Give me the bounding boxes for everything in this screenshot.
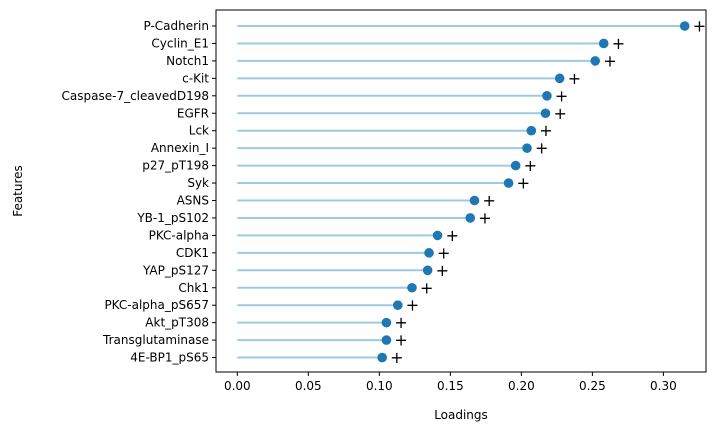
y-tick-label-13: CDK1 <box>176 246 209 260</box>
y-tick-label-15: Chk1 <box>178 281 209 295</box>
y-tick-label-9: Syk <box>187 176 209 190</box>
dot-3 <box>554 73 565 84</box>
plus-marker-16: + <box>406 296 419 315</box>
plus-marker-5: + <box>554 104 567 123</box>
y-tick-label-5: EGFR <box>177 106 209 120</box>
y-tick-label-0: P-Cadherin <box>143 19 209 33</box>
x-axis: 0.00 0.05 0.10 0.15 0.20 0.25 0.30 <box>224 372 677 393</box>
dot-12 <box>432 230 443 241</box>
stems-group <box>237 25 685 359</box>
plus-marker-15: + <box>420 278 433 297</box>
y-tick-label-12: PKC-alpha <box>149 228 209 242</box>
dot-7 <box>522 143 532 153</box>
dot-16 <box>392 300 403 311</box>
y-tick-label-8: p27_pT198 <box>142 159 209 173</box>
plus-marker-13: + <box>437 243 450 262</box>
plus-marker-2: + <box>603 51 616 70</box>
y-tick-label-10: ASNS <box>177 194 209 208</box>
dot-2 <box>590 56 601 66</box>
plus-marker-8: + <box>524 156 537 175</box>
plus-marker-19: + <box>390 348 403 367</box>
x-tick-label-6: 0.30 <box>650 379 677 393</box>
dot-5 <box>540 108 551 119</box>
x-tick-label-2: 0.10 <box>366 379 393 393</box>
y-tick-label-4: Caspase-7_cleavedD198 <box>62 89 209 103</box>
plus-marker-1: + <box>612 34 625 53</box>
plus-marker-17: + <box>394 313 407 332</box>
plus-marker-18: + <box>394 331 407 350</box>
dot-11 <box>465 213 476 223</box>
dot-0 <box>679 21 690 31</box>
y-tick-label-2: Notch1 <box>166 54 209 68</box>
x-axis-title: Loadings <box>434 408 488 422</box>
y-tick-label-19: 4E-BP1_pS65 <box>130 351 209 365</box>
x-tick-label-5: 0.25 <box>579 379 606 393</box>
y-tick-label-18: Transglutaminase <box>102 333 209 347</box>
dot-9 <box>503 178 514 188</box>
y-tick-label-17: Akt_pT308 <box>145 316 209 330</box>
y-tick-label-6: Lck <box>189 124 209 138</box>
plus-marker-6: + <box>539 121 552 140</box>
y-tick-label-11: YB-1_pS102 <box>136 211 209 225</box>
plus-marker-11: + <box>478 208 491 227</box>
dot-19 <box>377 352 387 363</box>
dot-1 <box>598 38 609 49</box>
dot-4 <box>542 91 552 101</box>
x-tick-label-4: 0.20 <box>508 379 535 393</box>
plot-frame <box>215 9 707 373</box>
y-tick-label-1: Cyclin_E1 <box>151 36 209 50</box>
x-tick-label-3: 0.15 <box>437 379 464 393</box>
plus-markers-group: ++++++++++++++++++++ <box>390 17 706 368</box>
dot-15 <box>407 282 417 293</box>
y-tick-label-14: YAP_pS127 <box>142 263 209 277</box>
dot-13 <box>424 248 434 258</box>
plus-marker-4: + <box>555 86 568 105</box>
dot-8 <box>510 160 521 171</box>
dot-18 <box>381 335 392 345</box>
dot-10 <box>469 195 480 206</box>
plus-marker-10: + <box>482 191 495 210</box>
dots-group <box>377 21 690 363</box>
plus-marker-7: + <box>535 139 548 158</box>
dot-17 <box>381 317 392 328</box>
y-tick-label-16: PKC-alpha_pS657 <box>104 298 209 312</box>
plus-marker-12: + <box>446 226 459 245</box>
plus-marker-14: + <box>436 261 449 280</box>
dot-14 <box>422 265 433 276</box>
dot-6 <box>526 125 537 136</box>
y-tick-label-7: Annexin_I <box>151 141 209 155</box>
plus-marker-9: + <box>517 174 530 193</box>
y-tick-label-3: c-Kit <box>182 71 209 85</box>
x-tick-label-0: 0.00 <box>224 379 251 393</box>
plus-marker-0: + <box>693 17 706 36</box>
y-axis: P-Cadherin Cyclin_E1 Notch1 c-Kit Caspase-7_… <box>62 19 216 365</box>
x-tick-label-1: 0.05 <box>295 379 322 393</box>
y-axis-title: Features <box>11 165 25 217</box>
plus-marker-3: + <box>568 69 581 88</box>
